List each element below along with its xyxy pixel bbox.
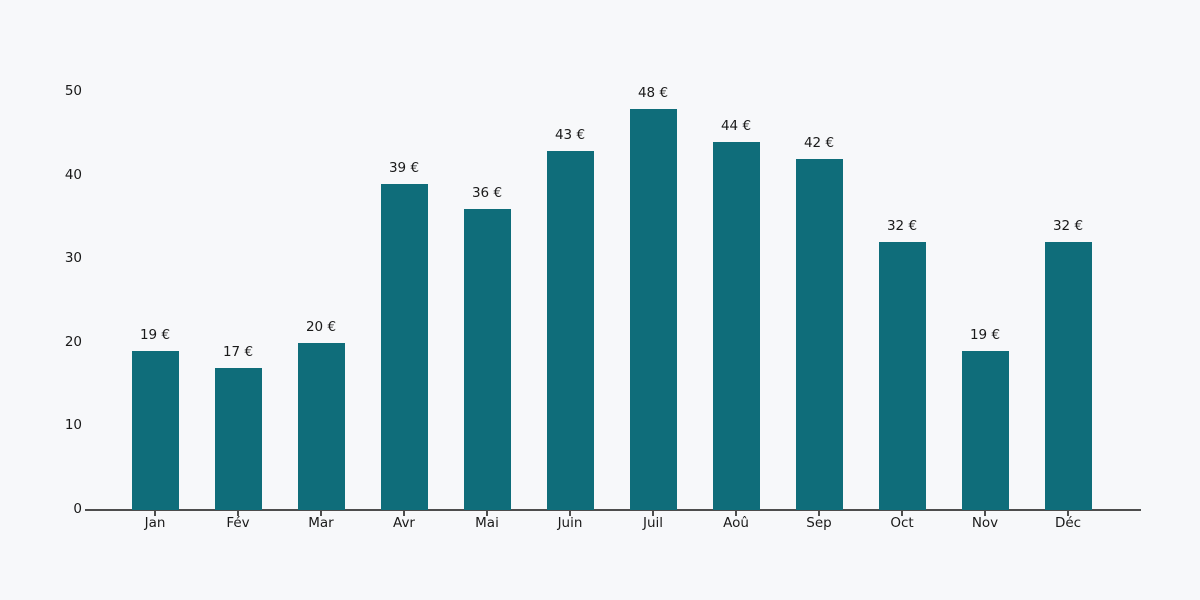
x-tick-mark [403,511,405,516]
x-tick-label: Nov [971,515,999,531]
x-tick-mark [652,511,654,516]
y-tick-label: 40 [64,166,82,183]
bar-oct [878,242,926,510]
x-tick-mark [320,511,322,516]
bar-value-label: 43 € [554,126,586,143]
x-tick-label: Fév [226,515,250,531]
x-tick-label: Jan [144,515,166,531]
y-tick-label: 30 [64,250,82,267]
bar-value-label: 32 € [1052,218,1084,235]
bar-juin [546,150,594,510]
y-tick-label: 0 [73,501,82,517]
bar-déc [1044,242,1092,510]
bar-value-label: 19 € [139,327,171,344]
bar-value-label: 19 € [969,327,1001,344]
y-tick-label: 20 [64,333,82,350]
bar-value-label: 20 € [305,318,337,335]
x-tick-mark [818,511,820,516]
bar-avr [380,183,428,510]
x-tick-mark [1067,511,1069,516]
x-tick-mark [569,511,571,516]
bar-mar [297,342,345,510]
bar-value-label: 32 € [886,218,918,235]
bar-jan [131,351,179,510]
x-tick-label: Mai [475,515,499,531]
x-tick-label: Mar [308,515,334,531]
y-tick-label: 10 [64,417,82,434]
bar-value-label: 42 € [803,134,835,151]
x-tick-mark [154,511,156,516]
x-tick-label: Avr [393,515,415,531]
x-tick-label: Sep [806,515,832,531]
bar-aoû [712,142,760,510]
bar-juil [629,108,677,510]
x-tick-mark [735,511,737,516]
x-axis-line [85,509,1141,511]
x-tick-label: Juin [557,515,583,531]
bar-mai [463,209,511,510]
x-tick-label: Juil [642,515,664,531]
bar-nov [961,351,1009,510]
x-tick-label: Déc [1054,515,1082,531]
x-tick-label: Aoû [723,515,749,531]
bar-value-label: 17 € [222,343,254,360]
bar-value-label: 39 € [388,159,420,176]
bar-value-label: 36 € [471,185,503,202]
bar-value-label: 48 € [637,84,669,101]
y-tick-label: 50 [64,83,82,99]
x-tick-mark [901,511,903,516]
bar-value-label: 44 € [720,118,752,135]
x-tick-mark [984,511,986,516]
x-tick-label: Oct [890,515,914,531]
x-tick-mark [237,511,239,516]
x-tick-mark [486,511,488,516]
bar-fév [214,367,262,510]
bar-sep [795,158,843,510]
